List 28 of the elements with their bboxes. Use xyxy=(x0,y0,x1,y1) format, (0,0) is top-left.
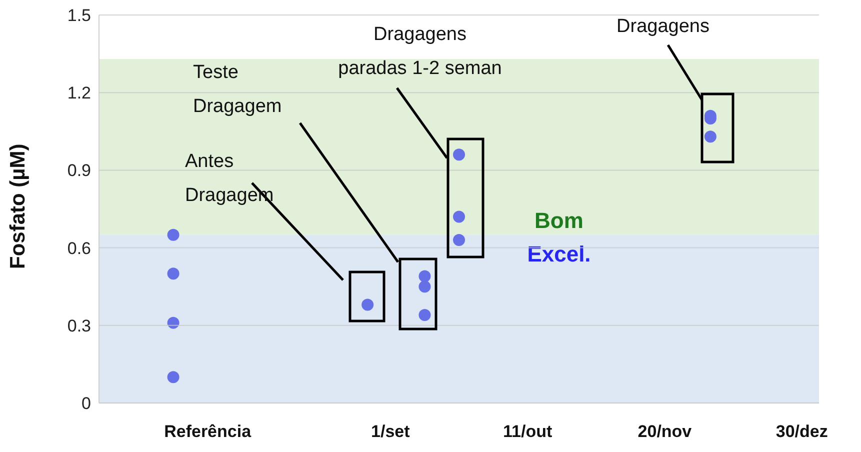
y-tick-label: 1.2 xyxy=(67,84,91,103)
y-tick-label: 0 xyxy=(82,394,91,414)
point xyxy=(418,280,431,293)
point xyxy=(167,268,180,280)
annotation: Dragagens paradas 1-2 seman xyxy=(338,24,502,80)
point xyxy=(362,298,374,311)
x-tick-label: 20/nov xyxy=(638,422,692,442)
band-label: Excel. xyxy=(527,241,591,266)
point xyxy=(418,270,431,282)
point xyxy=(418,309,431,322)
annotation: Dragagens xyxy=(616,16,710,38)
x-tick-label: 1/set xyxy=(371,422,410,442)
point xyxy=(453,148,465,161)
y-tick-label: 1.5 xyxy=(67,6,91,26)
y-tick-label: 0.3 xyxy=(67,316,91,336)
y-tick-label: 0.6 xyxy=(67,238,91,258)
point xyxy=(167,371,180,384)
y-tick-label: 0.9 xyxy=(67,161,91,180)
point xyxy=(453,210,465,223)
band-label: Bom xyxy=(534,208,584,233)
y-axis-title: Fosfato (µM) xyxy=(6,144,30,269)
x-tick-label: Referência xyxy=(164,422,252,442)
x-tick-label: 11/out xyxy=(503,422,552,442)
point xyxy=(453,234,465,246)
point xyxy=(704,130,716,143)
point xyxy=(167,228,180,241)
x-tick-label: 30/dez xyxy=(776,422,828,442)
annotation: Teste Dragagem xyxy=(193,62,282,118)
